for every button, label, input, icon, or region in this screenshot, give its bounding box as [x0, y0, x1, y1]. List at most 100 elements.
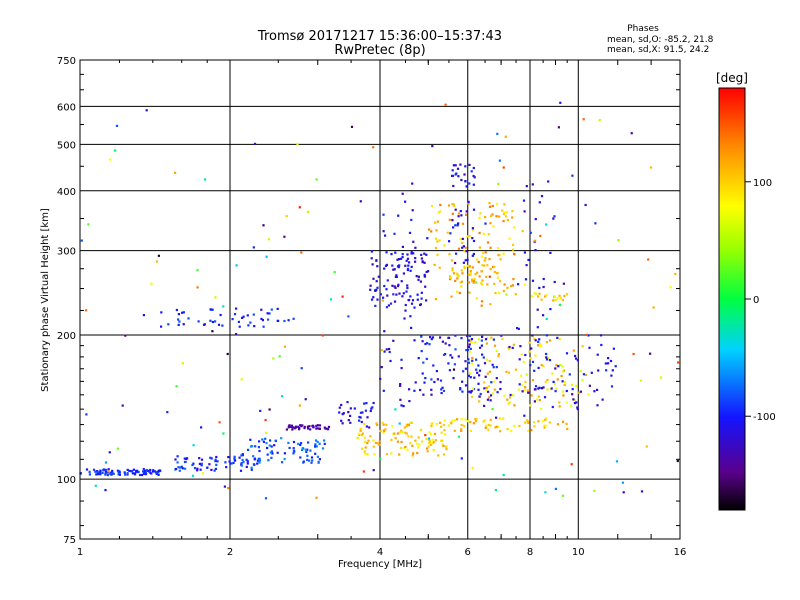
data-point — [538, 286, 541, 289]
data-point — [470, 338, 473, 341]
data-point — [393, 300, 397, 303]
data-point — [471, 254, 474, 257]
data-point — [406, 257, 410, 260]
data-point — [105, 468, 108, 472]
data-point — [415, 442, 418, 445]
data-point — [306, 425, 309, 428]
data-point — [432, 364, 435, 367]
data-point — [534, 388, 537, 391]
data-point — [192, 462, 195, 465]
data-point — [582, 118, 585, 121]
data-point — [299, 424, 302, 427]
data-point — [315, 178, 318, 181]
data-point — [481, 251, 485, 255]
data-point — [522, 360, 525, 364]
data-point — [214, 458, 217, 461]
data-point — [128, 469, 131, 472]
data-point — [460, 429, 463, 432]
x-tick-label: 8 — [527, 547, 533, 558]
data-point — [181, 362, 184, 365]
data-point — [184, 460, 187, 463]
data-point — [268, 408, 271, 411]
data-point — [423, 275, 426, 278]
data-point — [241, 458, 244, 462]
data-point — [426, 342, 429, 345]
data-point — [449, 232, 452, 235]
data-point — [479, 392, 482, 396]
data-point — [451, 169, 454, 172]
data-point — [111, 471, 114, 474]
data-point — [430, 388, 433, 391]
data-point — [429, 336, 432, 339]
data-point — [469, 376, 472, 379]
data-point — [448, 253, 451, 256]
data-point — [392, 293, 395, 296]
data-point — [436, 378, 439, 381]
data-point — [495, 416, 498, 419]
data-point — [421, 340, 424, 343]
data-point — [262, 325, 265, 328]
data-point — [410, 252, 413, 255]
data-point — [511, 346, 514, 349]
data-point — [485, 342, 488, 345]
data-point — [347, 315, 350, 318]
data-point — [380, 349, 383, 352]
data-point — [427, 442, 431, 445]
data-point — [477, 338, 481, 341]
data-point — [153, 470, 157, 473]
data-point — [540, 345, 543, 348]
data-point — [259, 409, 262, 412]
data-point — [521, 390, 524, 393]
data-point — [495, 366, 498, 369]
data-point — [482, 356, 485, 359]
data-point — [524, 421, 527, 424]
data-point — [406, 423, 409, 426]
data-point — [443, 244, 446, 247]
data-point — [530, 295, 533, 298]
data-point — [370, 257, 373, 260]
data-point — [394, 408, 397, 411]
data-point — [496, 391, 499, 394]
data-point — [364, 409, 367, 412]
data-point — [410, 265, 413, 268]
data-point — [300, 251, 303, 254]
data-point — [554, 299, 557, 302]
data-point — [538, 386, 541, 389]
data-point — [399, 446, 402, 450]
data-point — [372, 469, 375, 472]
data-point — [233, 457, 236, 460]
data-point — [581, 345, 584, 348]
data-point — [452, 184, 455, 188]
data-point — [316, 424, 319, 427]
data-point — [598, 119, 601, 122]
data-point — [486, 283, 489, 286]
data-point — [175, 467, 178, 471]
data-point — [104, 471, 107, 474]
data-point — [547, 180, 550, 183]
data-point — [213, 469, 216, 472]
data-point — [297, 442, 300, 445]
data-point — [615, 460, 619, 463]
data-point — [474, 418, 477, 421]
data-point — [379, 293, 382, 296]
data-point — [299, 443, 302, 446]
data-point — [85, 309, 88, 312]
data-point — [500, 334, 503, 337]
data-point — [639, 379, 642, 382]
data-point — [511, 284, 514, 287]
data-point — [404, 200, 407, 203]
data-point — [493, 388, 496, 391]
data-point — [485, 358, 488, 361]
data-point — [503, 394, 506, 397]
data-point — [167, 323, 170, 326]
data-point — [419, 428, 423, 431]
data-point — [429, 443, 432, 446]
data-point — [456, 277, 459, 280]
data-point — [450, 422, 453, 425]
data-point — [506, 218, 509, 222]
data-point — [497, 353, 500, 356]
data-point — [240, 464, 243, 467]
data-point — [526, 389, 529, 392]
data-point — [393, 285, 396, 288]
data-point — [382, 213, 385, 216]
